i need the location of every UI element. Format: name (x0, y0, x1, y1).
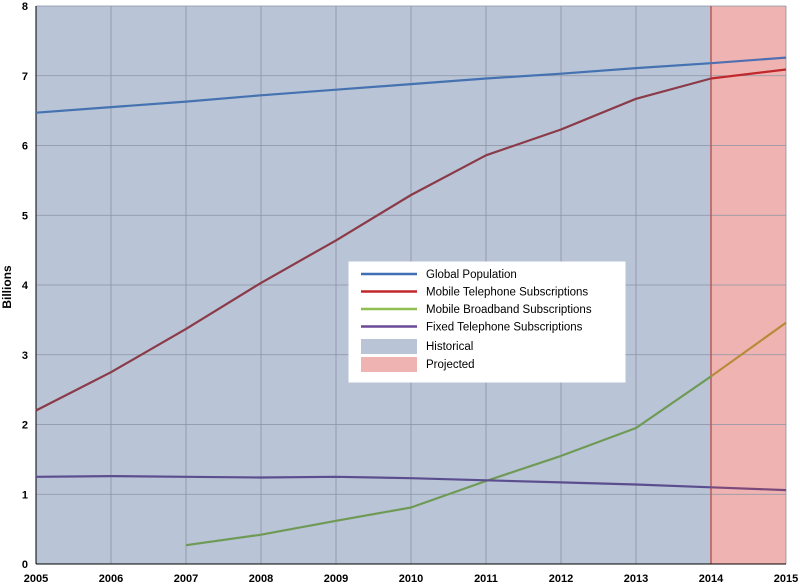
x-tick-label: 2011 (474, 573, 498, 585)
series-line-projected-fixed-telephone-subscriptions (710, 486, 787, 492)
x-tick-label: 2007 (174, 573, 198, 585)
y-tick-label: 0 (22, 559, 28, 571)
series-line-projected-mobile-telephone-subscriptions (710, 68, 787, 80)
x-tick-label: 2015 (774, 573, 798, 585)
y-tick-label: 5 (22, 210, 28, 222)
x-axis-ticks: 2005 2006 2007 2008 2009 2010 2011 2012 2013 2014… (24, 573, 798, 585)
series-line-fixed-telephone-subscriptions (35, 475, 712, 489)
series-line-mobile-broadband-subscriptions (185, 375, 712, 547)
legend-entry-label: Fixed Telephone Subscriptions (426, 322, 583, 334)
x-tick-label: 2013 (624, 573, 648, 585)
x-tick-label: 2012 (549, 573, 573, 585)
legend-entry-label: Historical (426, 341, 473, 353)
legend-entry-label: Mobile Telephone Subscriptions (426, 287, 588, 299)
y-tick-label: 6 (22, 141, 28, 153)
legend-entry-label: Global Population (426, 269, 517, 281)
legend-entry-label: Mobile Broadband Subscriptions (426, 304, 592, 316)
y-tick-label: 3 (22, 350, 28, 362)
chart-legend: Global Population Mobile Telephone Subscr… (348, 261, 626, 383)
x-tick-label: 2014 (699, 573, 724, 585)
series-line-projected-global-population (710, 56, 787, 65)
x-tick-label: 2008 (249, 573, 273, 585)
y-tick-label: 4 (22, 280, 29, 292)
x-tick-label: 2009 (324, 573, 348, 585)
chart-series (35, 56, 787, 547)
y-tick-label: 8 (22, 1, 28, 13)
legend-swatch-patch (361, 339, 417, 354)
legend-entry-label: Projected (426, 359, 475, 371)
y-tick-label: 1 (22, 489, 28, 501)
y-axis-ticks: 0 1 2 3 4 5 6 7 8 (22, 1, 29, 571)
series-line-global-population (35, 62, 712, 114)
y-axis-label: Billions (0, 265, 14, 309)
legend-swatch-patch (361, 357, 417, 372)
plot-border (35, 6, 786, 565)
x-tick-label: 2005 (24, 573, 48, 585)
x-tick-label: 2010 (399, 573, 423, 585)
series-line-mobile-telephone-subscriptions (35, 77, 712, 412)
y-tick-label: 2 (22, 420, 28, 432)
x-tick-label: 2006 (99, 573, 123, 585)
series-line-projected-mobile-broadband-subscriptions (710, 321, 787, 378)
y-tick-label: 7 (22, 71, 28, 83)
